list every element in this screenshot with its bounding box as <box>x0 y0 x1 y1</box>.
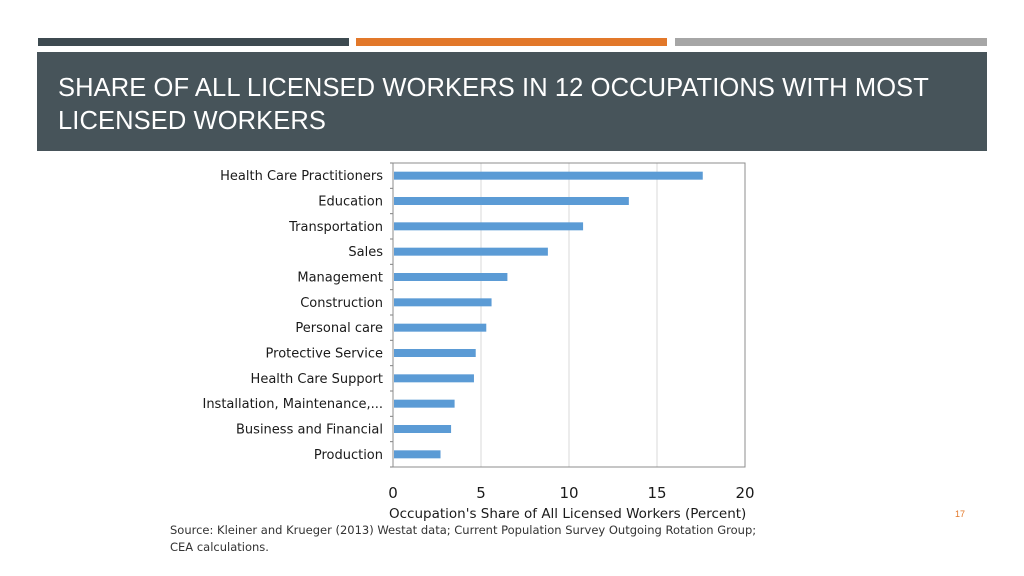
x-tick-label: 0 <box>388 484 398 502</box>
accent-bar-orange <box>356 38 667 46</box>
bar-7 <box>394 349 476 357</box>
bar-5 <box>394 298 492 307</box>
category-label: Construction <box>300 296 383 311</box>
accent-bar-dark <box>38 38 349 46</box>
slide-number: 17 <box>954 509 965 519</box>
category-label: Business and Financial <box>236 423 383 438</box>
bar-1 <box>394 197 629 205</box>
category-label: Education <box>318 195 383 210</box>
bar-3 <box>394 247 548 256</box>
bar-9 <box>394 399 455 408</box>
category-label: Sales <box>348 245 383 260</box>
x-tick-label: 5 <box>476 484 486 502</box>
bar-10 <box>394 425 452 433</box>
slide-title: SHARE OF ALL LICENSED WORKERS IN 12 OCCU… <box>58 74 929 135</box>
bar-4 <box>394 273 508 281</box>
bar-11 <box>394 450 441 459</box>
category-label: Installation, Maintenance,... <box>202 397 383 412</box>
bar-6 <box>394 323 487 332</box>
accent-bar-gray <box>675 38 987 46</box>
bar-2 <box>394 222 584 231</box>
title-band: SHARE OF ALL LICENSED WORKERS IN 12 OCCU… <box>37 52 987 151</box>
x-tick-label: 15 <box>647 484 666 502</box>
x-axis-title: Occupation's Share of All Licensed Worke… <box>389 506 746 522</box>
category-label: Transportation <box>288 220 383 235</box>
category-label: Personal care <box>295 321 383 336</box>
category-label: Health Care Practitioners <box>220 169 383 184</box>
plot-border <box>392 162 746 468</box>
category-label: Health Care Support <box>251 372 383 387</box>
category-label: Protective Service <box>266 347 383 362</box>
bar-8 <box>394 374 474 383</box>
source-note: Source: Kleiner and Krueger (2013) Westa… <box>170 523 757 554</box>
category-label: Management <box>297 271 383 286</box>
x-tick-label: 20 <box>735 484 754 502</box>
x-tick-label: 10 <box>559 484 578 502</box>
bar-0 <box>394 171 703 180</box>
category-label: Production <box>314 448 383 463</box>
